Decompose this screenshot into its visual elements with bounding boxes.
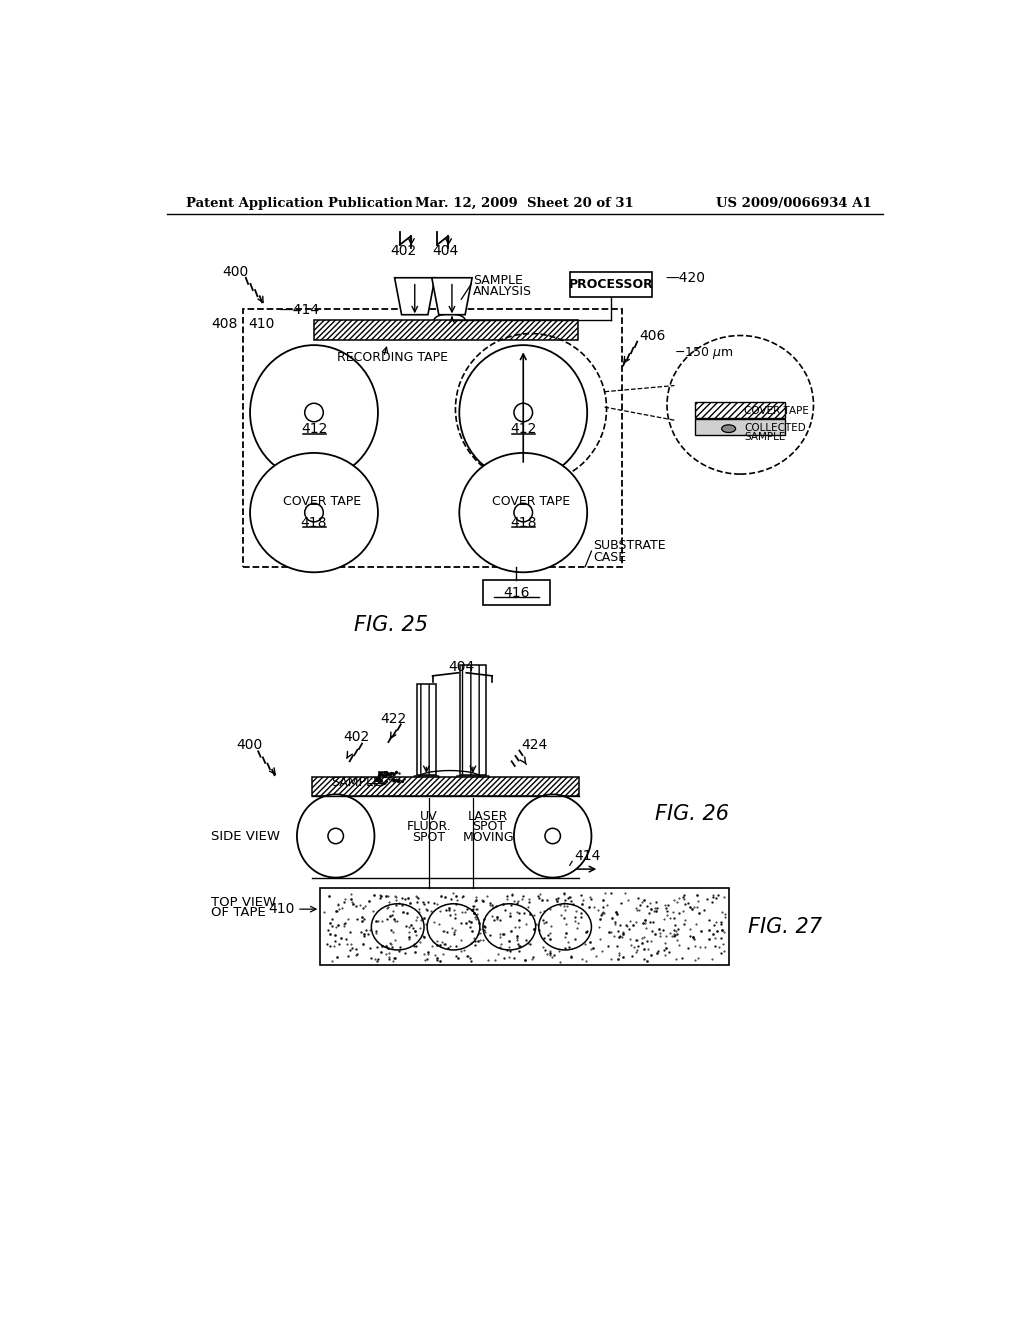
Text: Mar. 12, 2009  Sheet 20 of 31: Mar. 12, 2009 Sheet 20 of 31 <box>416 197 634 210</box>
Text: 404: 404 <box>449 660 474 673</box>
Text: 424: 424 <box>521 738 548 752</box>
Polygon shape <box>414 776 438 787</box>
Text: UV: UV <box>420 810 437 824</box>
Polygon shape <box>394 277 435 314</box>
Circle shape <box>305 503 324 521</box>
Bar <box>569 272 652 297</box>
Bar <box>321 888 729 965</box>
Text: FIG. 26: FIG. 26 <box>655 804 729 825</box>
Text: 408: 408 <box>211 317 238 331</box>
Text: RECORDING TAPE: RECORDING TAPE <box>337 351 449 363</box>
Text: 418: 418 <box>301 516 328 529</box>
Text: —414: —414 <box>280 304 319 317</box>
Text: SPOT: SPOT <box>472 820 505 833</box>
Polygon shape <box>457 776 489 788</box>
Text: 400: 400 <box>237 738 263 752</box>
Text: Patent Application Publication: Patent Application Publication <box>186 197 413 210</box>
Bar <box>312 777 579 796</box>
Text: PROCESSOR: PROCESSOR <box>568 279 653 292</box>
Ellipse shape <box>250 453 378 573</box>
Bar <box>483 581 550 605</box>
Text: 422: 422 <box>380 711 407 726</box>
Bar <box>243 309 623 566</box>
Text: 414: 414 <box>574 849 601 863</box>
Circle shape <box>328 829 343 843</box>
Bar <box>695 403 785 418</box>
Ellipse shape <box>667 335 813 474</box>
Text: SPOT: SPOT <box>412 832 445 843</box>
Text: LASER: LASER <box>468 810 509 824</box>
Text: FIG. 27: FIG. 27 <box>748 917 822 937</box>
Circle shape <box>305 404 324 422</box>
Ellipse shape <box>460 345 587 480</box>
Text: 416: 416 <box>503 586 529 599</box>
Text: COLLECTED: COLLECTED <box>744 422 806 433</box>
Text: COVER TAPE: COVER TAPE <box>493 495 570 508</box>
Text: 402: 402 <box>390 244 416 257</box>
Text: FLUOR.: FLUOR. <box>407 820 452 833</box>
Bar <box>460 665 486 775</box>
Text: COVER TAPE: COVER TAPE <box>744 407 809 416</box>
Text: CASE: CASE <box>593 550 626 564</box>
Text: 406: 406 <box>640 329 666 342</box>
Bar <box>314 321 578 341</box>
Text: TOP VIEW: TOP VIEW <box>211 896 276 908</box>
Circle shape <box>545 829 560 843</box>
Text: SUBSTRATE: SUBSTRATE <box>593 539 666 552</box>
Ellipse shape <box>297 795 375 878</box>
Text: OF TAPE: OF TAPE <box>211 907 265 920</box>
Text: 410: 410 <box>268 902 295 916</box>
Circle shape <box>514 404 532 422</box>
Text: $-$150 $\mu$m: $-$150 $\mu$m <box>675 346 734 362</box>
Text: 412: 412 <box>301 422 328 437</box>
Polygon shape <box>432 277 472 314</box>
Text: 400: 400 <box>222 265 249 280</box>
Text: MOVING: MOVING <box>463 832 514 843</box>
Text: 418: 418 <box>510 516 537 529</box>
Text: 410: 410 <box>248 317 274 331</box>
Bar <box>417 684 435 775</box>
Text: —420: —420 <box>666 271 706 285</box>
Text: SAMPLE: SAMPLE <box>473 273 522 286</box>
Bar <box>695 420 785 434</box>
Ellipse shape <box>250 345 378 480</box>
Ellipse shape <box>722 425 735 433</box>
Text: COVER TAPE: COVER TAPE <box>283 495 361 508</box>
Text: 404: 404 <box>432 244 459 257</box>
Text: 402: 402 <box>343 730 370 744</box>
Text: FIG. 25: FIG. 25 <box>354 615 428 635</box>
Text: SIDE VIEW: SIDE VIEW <box>211 829 280 842</box>
Text: SAMPLE: SAMPLE <box>744 432 785 442</box>
Text: ANALYSIS: ANALYSIS <box>473 285 531 298</box>
Text: 412: 412 <box>510 422 537 437</box>
Text: SAMPLE: SAMPLE <box>331 776 381 788</box>
Ellipse shape <box>514 795 592 878</box>
Ellipse shape <box>460 453 587 573</box>
Text: US 2009/0066934 A1: US 2009/0066934 A1 <box>716 197 872 210</box>
Circle shape <box>514 503 532 521</box>
